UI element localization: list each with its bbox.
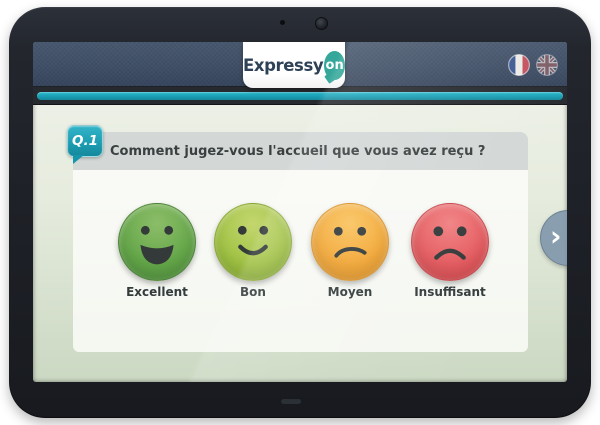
- smiley-sad-icon: [411, 203, 489, 281]
- uk-flag-icon[interactable]: [536, 54, 558, 76]
- logo-speech-bubble-icon: on: [324, 50, 345, 80]
- smiley-very-happy-icon: [118, 203, 196, 281]
- smiley-worried-icon: [311, 203, 389, 281]
- answer-panel: Excellent Bon: [73, 170, 528, 352]
- question-text: Comment jugez-vous l'accueil que vous av…: [110, 143, 486, 159]
- option-insuffisant[interactable]: Insuffisant: [400, 200, 500, 299]
- tablet-device: Expressy on Comment jugez-vous l'accueil…: [9, 7, 591, 418]
- option-excellent[interactable]: Excellent: [107, 200, 207, 299]
- question-number-badge: Q.1: [67, 125, 103, 164]
- option-label: Insuffisant: [414, 285, 486, 299]
- chevron-right-icon: ›: [550, 219, 562, 253]
- smiley-happy-icon: [214, 203, 292, 281]
- logo-bubble-text: on: [325, 57, 344, 73]
- front-camera-icon: [315, 17, 328, 30]
- option-label: Moyen: [327, 285, 373, 299]
- question-number: Q.1: [72, 133, 98, 149]
- language-switcher: [508, 54, 558, 76]
- option-moyen[interactable]: Moyen: [300, 200, 400, 299]
- progress-bar: [37, 92, 563, 100]
- next-page-button[interactable]: ›: [540, 210, 567, 266]
- logo-brand-text: Expressy: [243, 55, 324, 75]
- screen: Expressy on Comment jugez-vous l'accueil…: [33, 42, 567, 382]
- logo: Expressy on: [243, 42, 345, 88]
- question-bar: Comment jugez-vous l'accueil que vous av…: [73, 132, 528, 170]
- option-label: Bon: [240, 285, 266, 299]
- option-label: Excellent: [126, 285, 188, 299]
- sensor-dot: [280, 20, 285, 25]
- bottom-port: [281, 399, 301, 404]
- progress-strip: [33, 86, 567, 105]
- french-flag-icon[interactable]: [508, 54, 530, 76]
- option-bon[interactable]: Bon: [203, 200, 303, 299]
